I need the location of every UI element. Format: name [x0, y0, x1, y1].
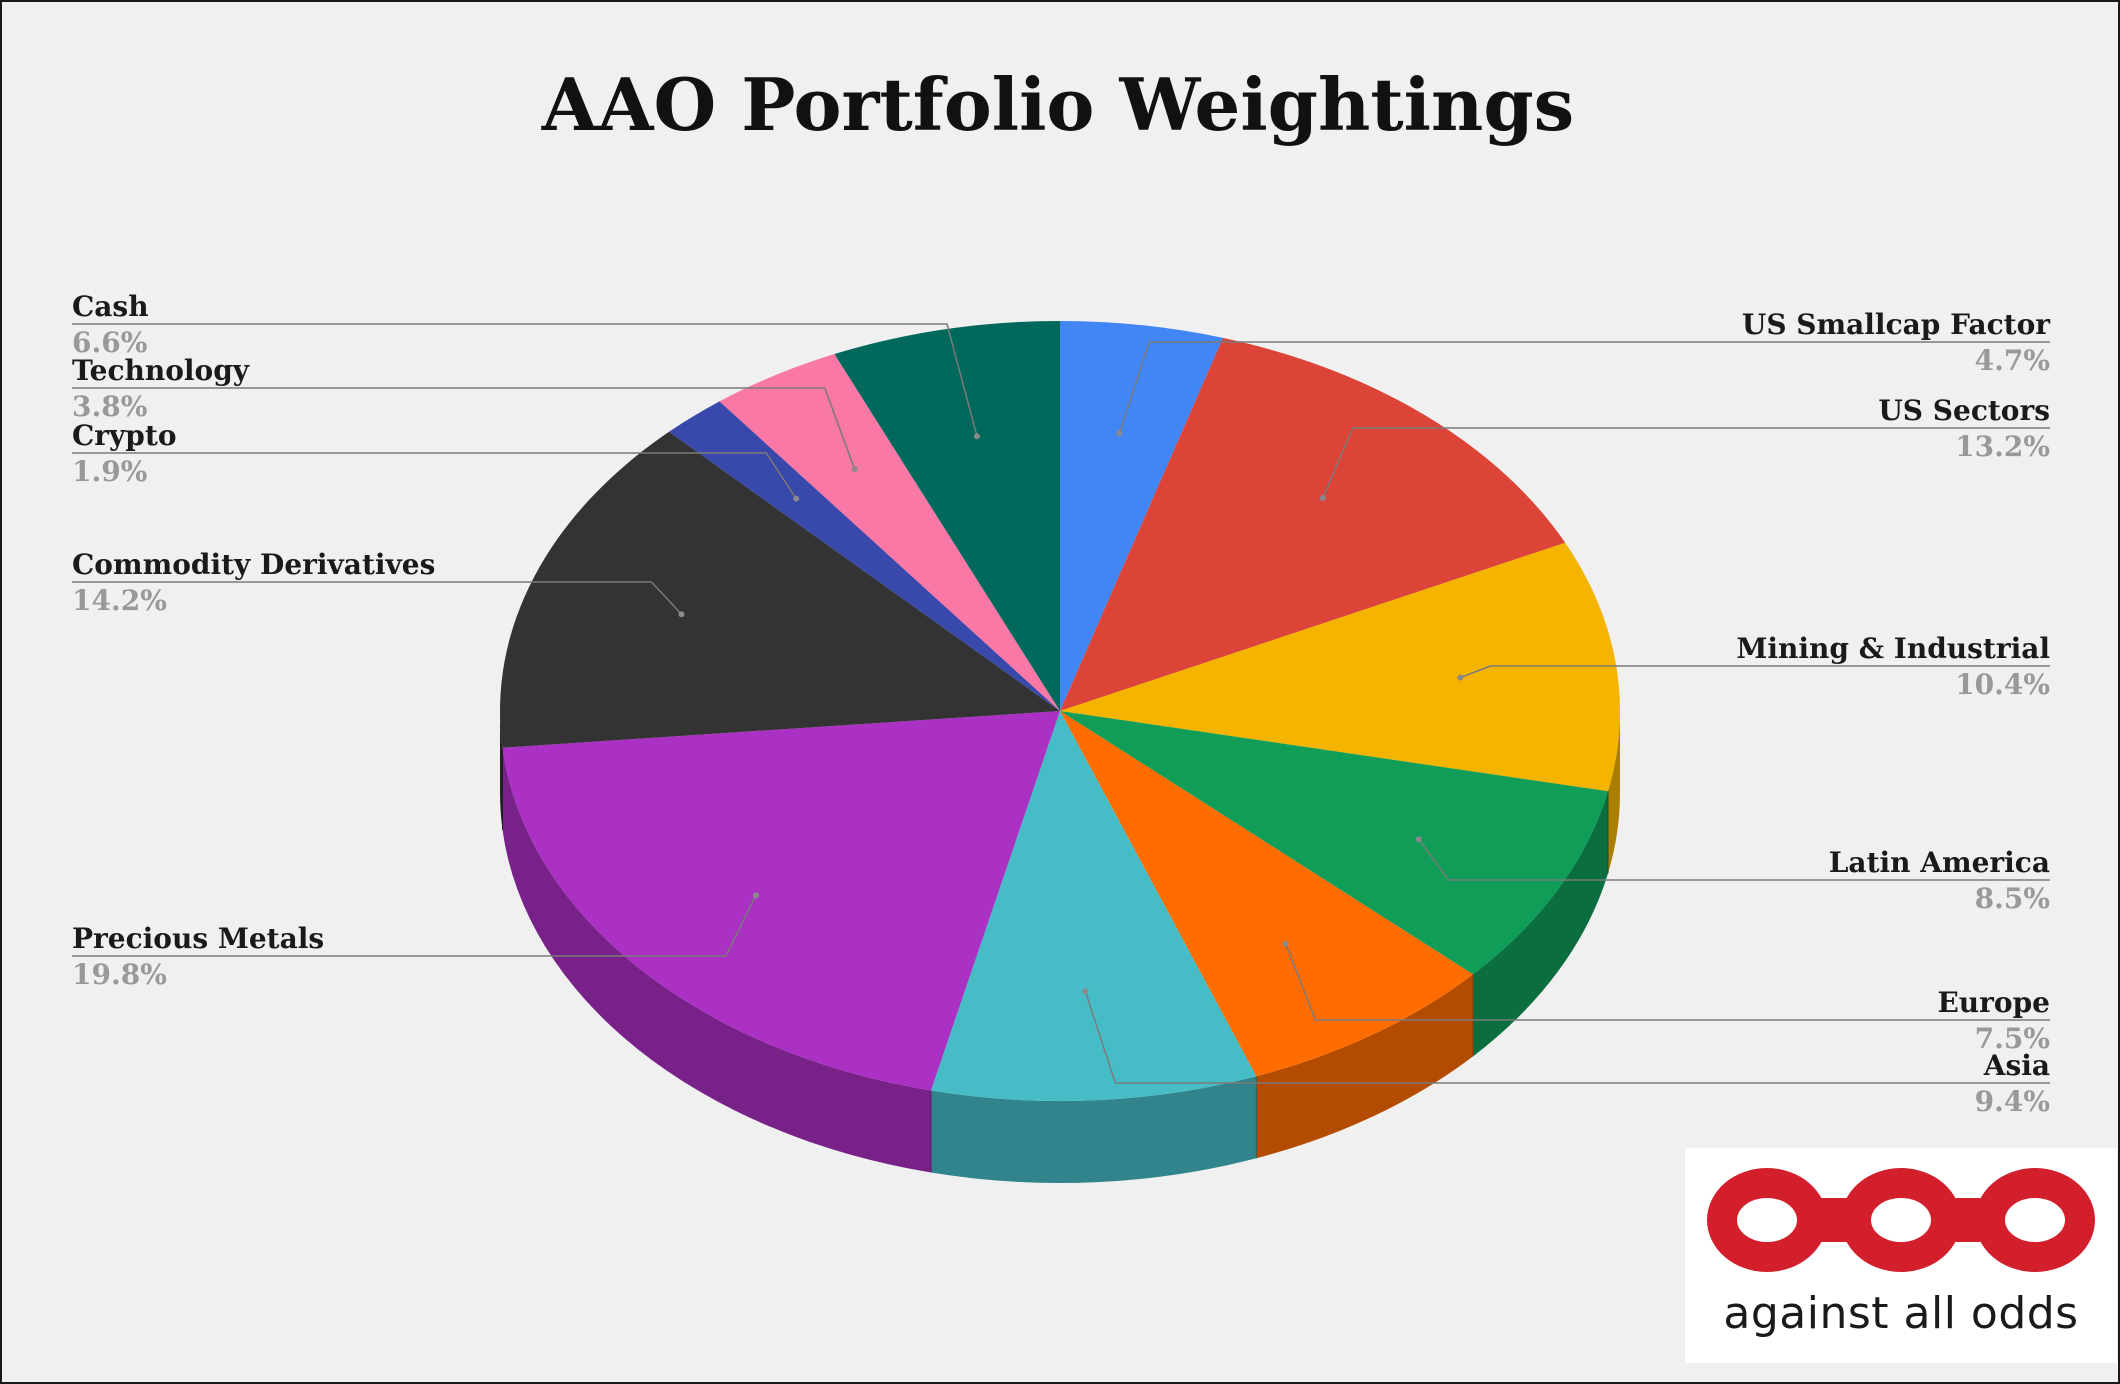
slice-us-sectors	[1060, 337, 1566, 711]
leader-dot-latin-america	[1415, 836, 1422, 843]
leader-dot-cash	[973, 433, 980, 440]
slice-side-latin-america	[1473, 791, 1609, 1057]
label-value-asia: 9.4%	[1975, 1085, 2050, 1118]
label-name-latin-america: Latin America	[1829, 846, 2050, 879]
leader-dot-europe	[1282, 940, 1289, 947]
slice-asia	[930, 711, 1257, 1102]
label-name-europe: Europe	[1937, 986, 2050, 1019]
label-value-cash: 6.6%	[72, 326, 147, 359]
leader-dot-us-smallcap-factor	[1116, 430, 1123, 437]
label-name-commodity-derivatives: Commodity Derivatives	[72, 548, 435, 581]
leader-dot-crypto	[793, 495, 800, 502]
leader-dot-commodity-derivatives	[678, 611, 685, 618]
slice-side-asia	[930, 1076, 1257, 1183]
label-name-asia: Asia	[1983, 1049, 2050, 1082]
label-value-crypto: 1.9%	[72, 455, 147, 488]
label-value-us-sectors: 13.2%	[1955, 430, 2050, 463]
slice-precious-metals	[502, 711, 1060, 1091]
label-name-mining-and-industrial: Mining & Industrial	[1736, 632, 2050, 665]
label-value-mining-and-industrial: 10.4%	[1955, 668, 2050, 701]
label-value-us-smallcap-factor: 4.7%	[1975, 344, 2050, 377]
logo-ring-hole-2	[1871, 1198, 1931, 1242]
label-name-us-sectors: US Sectors	[1878, 394, 2050, 427]
slice-europe	[1060, 711, 1474, 1077]
slice-cash	[834, 321, 1060, 711]
leader-line-commodity-derivatives	[72, 581, 683, 615]
leader-line-asia	[1084, 991, 2050, 1084]
slice-us-smallcap-factor	[1060, 321, 1223, 711]
leader-dot-us-sectors	[1319, 495, 1326, 502]
label-name-crypto: Crypto	[72, 419, 177, 452]
slice-latin-america	[1060, 711, 1609, 975]
leader-line-us-sectors	[1322, 427, 2050, 499]
label-name-us-smallcap-factor: US Smallcap Factor	[1742, 308, 2051, 341]
slice-crypto	[669, 401, 1060, 711]
label-value-precious-metals: 19.8%	[72, 958, 167, 991]
chart-title: AAO Portfolio Weightings	[541, 62, 1574, 147]
leader-dot-technology	[851, 466, 858, 473]
leader-line-precious-metals	[72, 895, 757, 957]
logo-caption: against all odds	[1723, 1288, 2079, 1339]
slice-commodity-derivatives	[500, 431, 1060, 748]
leader-dot-mining-and-industrial	[1457, 674, 1464, 681]
leader-dot-precious-metals	[752, 892, 759, 899]
label-name-precious-metals: Precious Metals	[72, 922, 324, 955]
aao-logo-mark-icon	[1707, 1168, 2095, 1272]
label-value-commodity-derivatives: 14.2%	[72, 584, 167, 617]
pie-top	[500, 321, 1620, 1102]
logo-ring-hole-3	[2005, 1198, 2065, 1242]
leader-line-crypto	[72, 452, 797, 500]
slice-side-commodity-derivatives	[500, 711, 503, 830]
label-value-latin-america: 8.5%	[1975, 882, 2050, 915]
leader-line-cash	[72, 323, 978, 437]
leader-line-us-smallcap-factor	[1118, 341, 2050, 434]
leader-line-technology	[72, 387, 856, 470]
label-value-technology: 3.8%	[72, 390, 147, 423]
slice-mining-and-industrial	[1060, 542, 1620, 792]
leader-line-europe	[1284, 943, 2050, 1021]
brand-logo: against all odds	[1685, 1148, 2117, 1363]
slice-side-precious-metals	[502, 747, 931, 1173]
label-name-cash: Cash	[72, 290, 149, 323]
leader-dot-asia	[1082, 988, 1089, 995]
logo-ring-hole-1	[1737, 1198, 1797, 1242]
leader-line-latin-america	[1418, 838, 2050, 881]
label-value-europe: 7.5%	[1975, 1022, 2050, 1055]
leader-line-mining-and-industrial	[1460, 665, 2050, 679]
slice-technology	[719, 354, 1060, 711]
label-name-technology: Technology	[72, 354, 250, 387]
slice-side-mining-and-industrial	[1608, 711, 1620, 874]
